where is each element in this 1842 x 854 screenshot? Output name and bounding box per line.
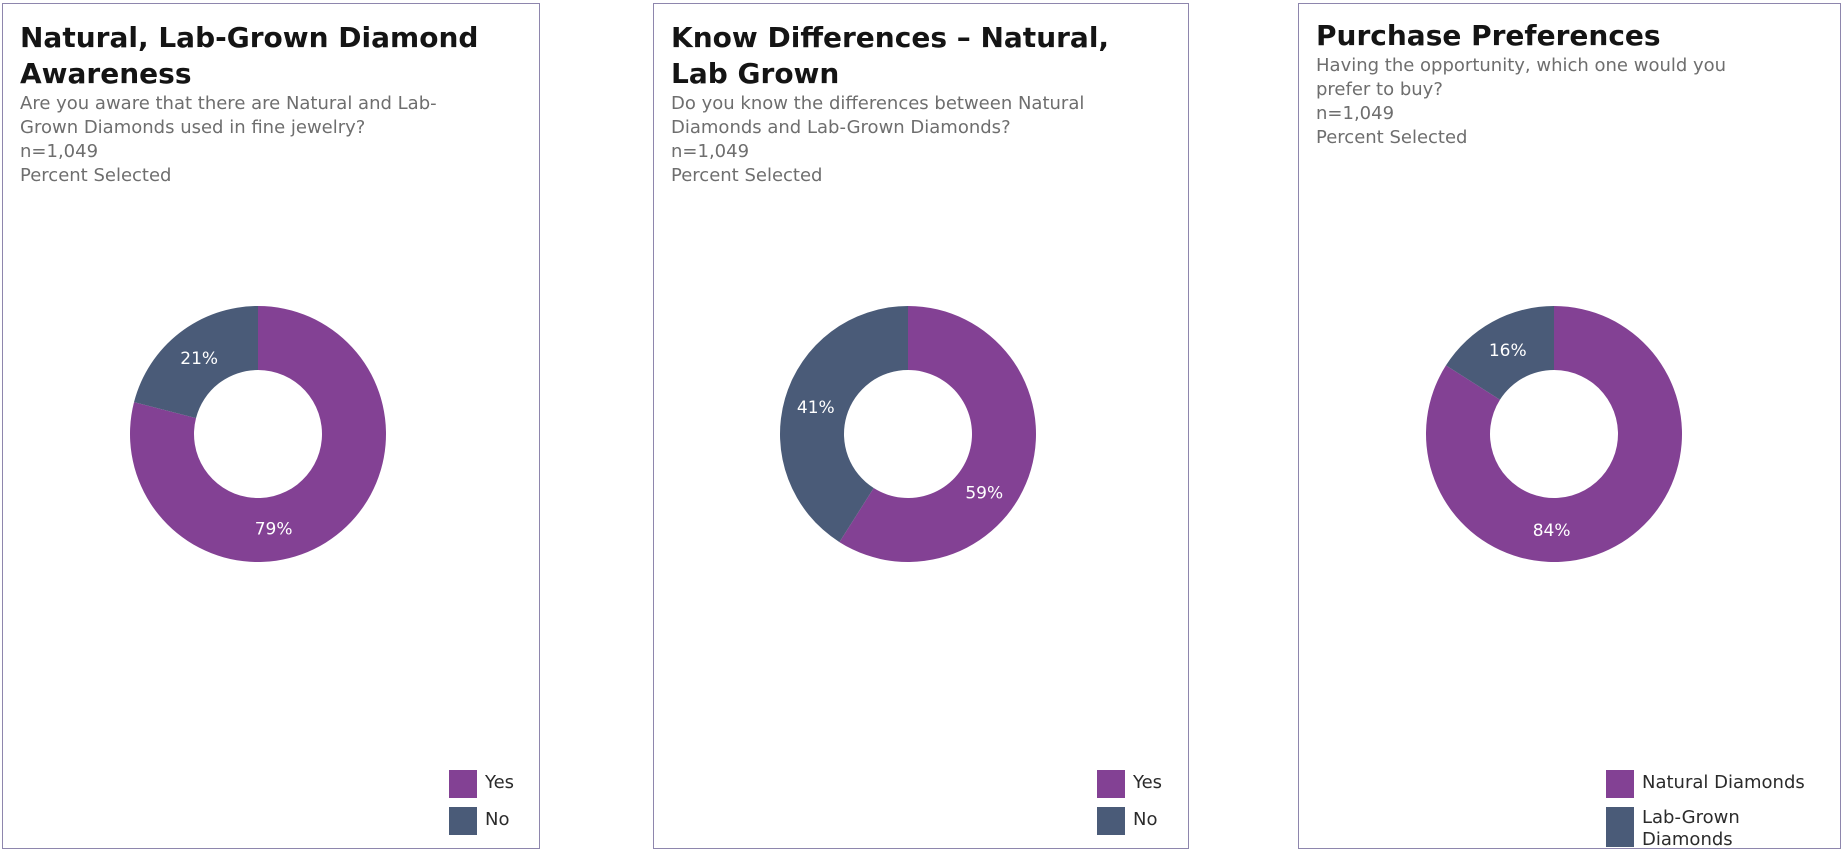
chart-panel-know-differences: Know Differences – Natural, Lab Grown Do…: [653, 3, 1189, 849]
chart-measure: Percent Selected: [1316, 127, 1468, 148]
chart-sample-size: n=1,049: [1316, 103, 1395, 124]
donut-slice-no: [134, 306, 258, 419]
legend-swatch: [449, 770, 477, 798]
donut-slice-yes: [130, 306, 386, 563]
legend-label: No: [1133, 809, 1158, 830]
chart-panel-awareness: Natural, Lab-Grown Diamond Awareness Are…: [2, 3, 540, 849]
chart-question: Do you know the differences between Natu…: [671, 93, 1085, 138]
legend-swatch: [449, 807, 477, 835]
chart-panel-purchase-preferences: Purchase Preferences Having the opportun…: [1298, 3, 1841, 850]
slice-value-label: 41%: [797, 398, 835, 418]
slice-value-label: 84%: [1533, 521, 1571, 541]
legend-label: Natural Diamonds: [1642, 772, 1805, 793]
legend-swatch: [1606, 807, 1634, 847]
slice-value-label: 79%: [255, 520, 293, 540]
chart-title: Know Differences – Natural, Lab Grown: [671, 21, 1110, 90]
donut-slice-no: [780, 306, 908, 543]
chart-sample-size: n=1,049: [671, 141, 750, 162]
donut-slice-natural-diamonds: [1426, 306, 1682, 562]
chart-legend: Natural Diamonds Lab-Grown Diamonds: [1606, 770, 1838, 850]
chart-measure: Percent Selected: [671, 165, 823, 186]
chart-sample-size: n=1,049: [20, 141, 99, 162]
legend-swatch: [1097, 770, 1125, 798]
legend-swatch: [1097, 807, 1125, 835]
donut-chart: 79% 21%: [130, 306, 386, 563]
legend-label: No: [485, 809, 510, 830]
chart-question: Are you aware that there are Natural and…: [20, 93, 437, 138]
donut-slice-yes: [839, 306, 1036, 562]
legend-label: Yes: [485, 772, 515, 793]
chart-measure: Percent Selected: [20, 165, 172, 186]
donut-chart: 59% 41%: [780, 306, 1036, 562]
slice-value-label: 59%: [965, 483, 1003, 503]
slice-value-label: 21%: [180, 349, 218, 369]
legend-label: Lab-Grown Diamonds: [1642, 807, 1740, 850]
donut-slice-lab-grown-diamonds: [1445, 306, 1554, 400]
chart-legend: Yes No: [449, 770, 539, 840]
legend-swatch: [1606, 770, 1634, 798]
chart-title: Purchase Preferences: [1316, 19, 1661, 52]
chart-question: Having the opportunity, which one would …: [1316, 55, 1727, 100]
chart-legend: Yes No: [1097, 770, 1187, 840]
chart-title: Natural, Lab-Grown Diamond Awareness: [20, 21, 479, 90]
legend-label: Yes: [1133, 772, 1163, 793]
slice-value-label: 16%: [1489, 341, 1527, 361]
donut-chart: 84% 16%: [1426, 306, 1682, 562]
